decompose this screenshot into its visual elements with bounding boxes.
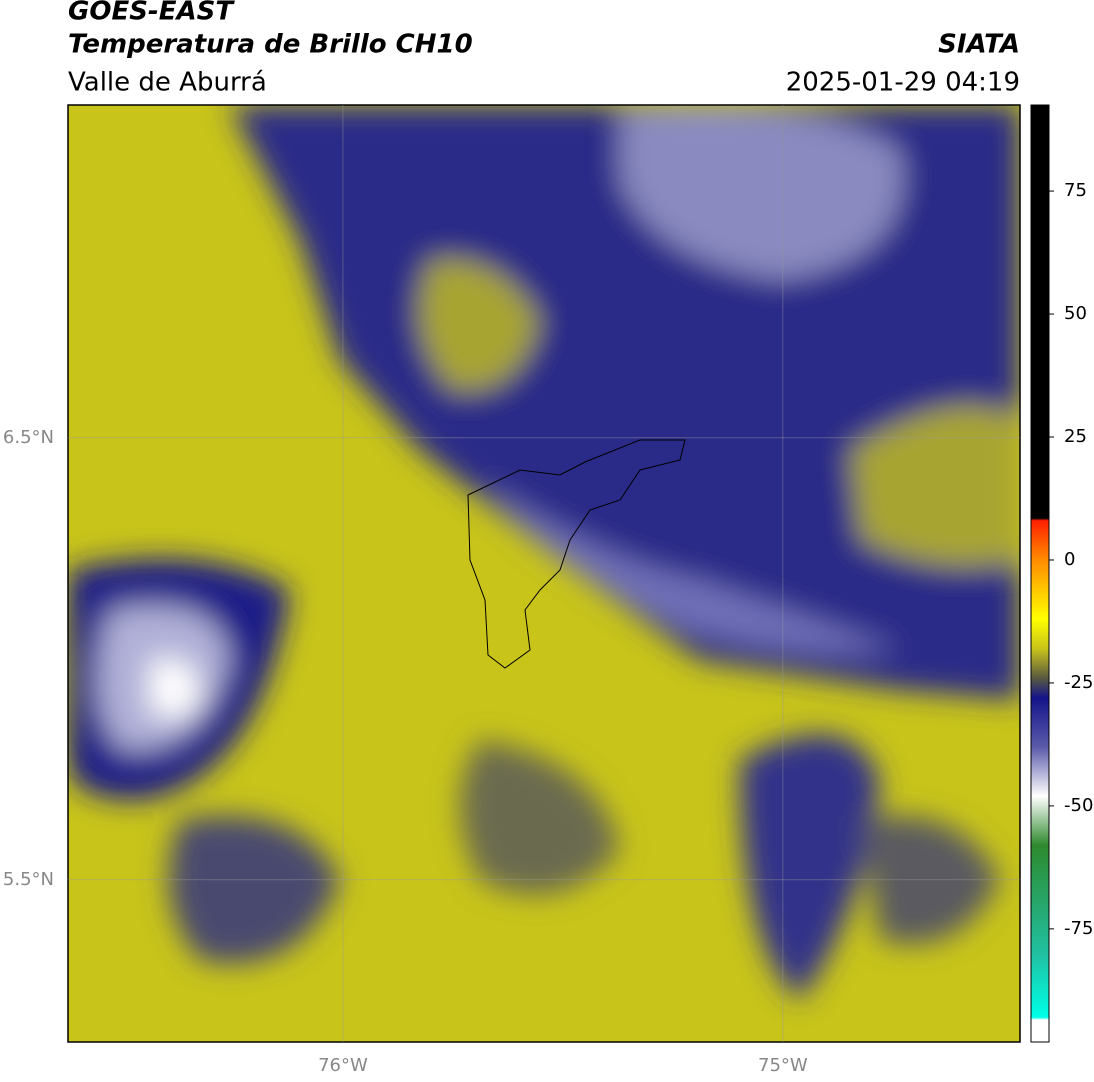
y-tick-label: 5.5°N (3, 869, 54, 890)
map-image (68, 105, 1020, 1042)
colorbar (1030, 104, 1050, 1043)
colorbar-tick-label: -75 (1064, 918, 1093, 939)
colorbar-tick-label: 0 (1064, 549, 1075, 570)
colorbar-tick-label: 50 (1064, 303, 1087, 324)
y-tick-label: 6.5°N (3, 427, 54, 448)
colorbar-tick-label: 75 (1064, 180, 1087, 201)
title: GOES-EAST (68, 0, 235, 27)
colorbar-tick-label: -25 (1064, 672, 1093, 693)
colorbar-tick-label: -50 (1064, 795, 1093, 816)
colorbar-tick-label: 25 (1064, 426, 1087, 447)
x-tick-label: 76°W (318, 1055, 368, 1076)
datetime: 2025-01-29 04:19 (786, 68, 1020, 98)
source: SIATA (938, 30, 1020, 60)
subtitle: Temperatura de Brillo CH10 (68, 30, 473, 60)
map-frame (67, 104, 1021, 1043)
x-tick-label: 75°W (758, 1055, 808, 1076)
region: Valle de Aburrá (68, 68, 267, 98)
